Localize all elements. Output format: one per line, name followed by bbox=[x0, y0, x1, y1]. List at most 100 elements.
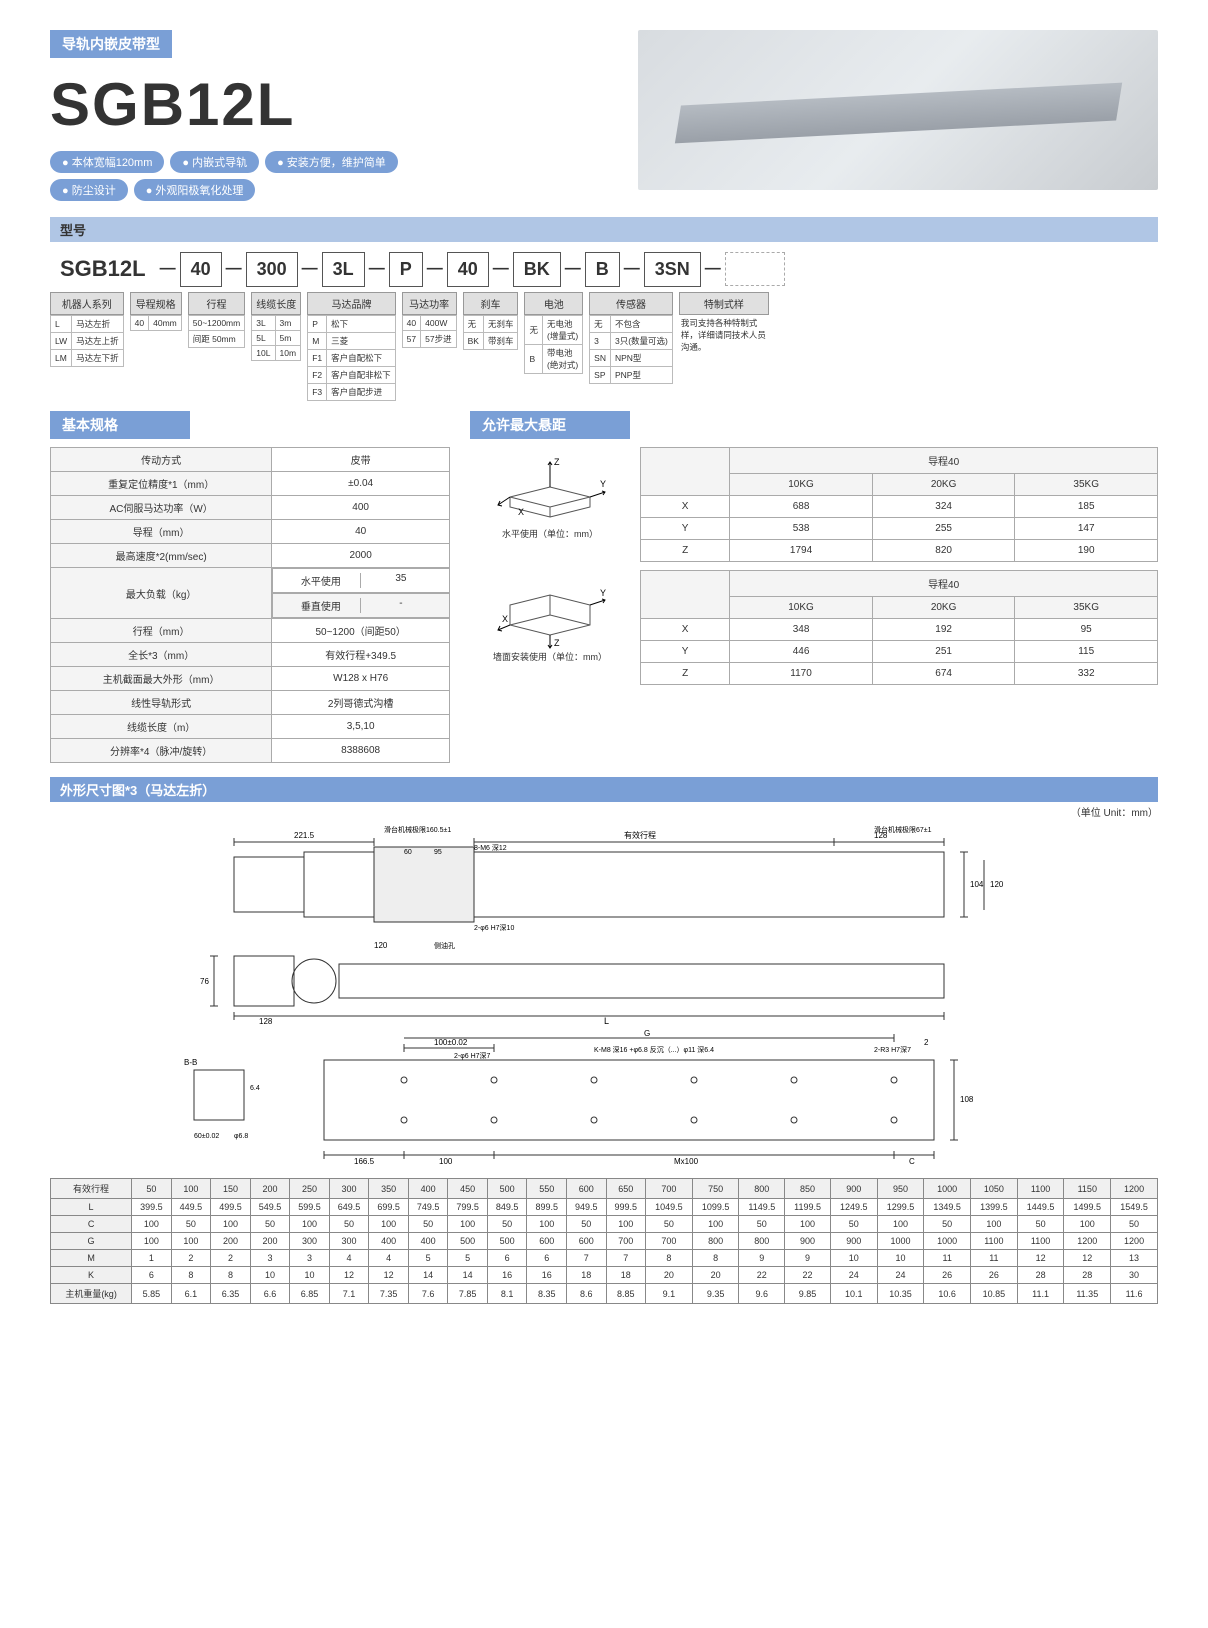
dim-cell: 3 bbox=[290, 1250, 330, 1267]
mini-table: 无无刹车 BK带刹车 bbox=[463, 315, 519, 350]
overhang-table-1: 导程40 10KG20KG35KG X688324185 Y538255147 … bbox=[640, 447, 1158, 562]
svg-text:60: 60 bbox=[404, 849, 412, 856]
dim-cell: 1000 bbox=[924, 1233, 971, 1250]
dim-hdr: 900 bbox=[830, 1179, 877, 1199]
col-hdr: 特制式样 bbox=[679, 292, 769, 315]
dim-hdr: 700 bbox=[646, 1179, 693, 1199]
section-overhang: 允许最大悬距 bbox=[470, 411, 630, 439]
custom-note: 我司支持各种特制式样，详细请同技术人员沟通。 bbox=[679, 315, 769, 355]
dim-cell: 6.1 bbox=[171, 1284, 211, 1304]
dim-cell: 11 bbox=[924, 1250, 971, 1267]
dim-cell: 10 bbox=[250, 1267, 290, 1284]
dim-cell: 9 bbox=[785, 1250, 831, 1267]
dim-cell: 599.5 bbox=[290, 1199, 330, 1216]
dim-cell: 100 bbox=[211, 1216, 251, 1233]
col-hdr: 刹车 bbox=[463, 292, 519, 315]
svg-text:95: 95 bbox=[434, 849, 442, 856]
dim-cell: 449.5 bbox=[171, 1199, 211, 1216]
dim-hdr: 750 bbox=[692, 1179, 739, 1199]
col-hdr: 马达品牌 bbox=[307, 292, 395, 315]
col-hdr: 传感器 bbox=[589, 292, 673, 315]
svg-text:Y: Y bbox=[600, 588, 606, 598]
spec-table: 传动方式皮带 重复定位精度*1（mm）±0.04 AC伺服马达功率（W）400 … bbox=[50, 447, 450, 763]
svg-text:8-M6 深12: 8-M6 深12 bbox=[474, 843, 507, 852]
dim-hdr: 850 bbox=[785, 1179, 831, 1199]
dim-cell: 10 bbox=[830, 1250, 877, 1267]
dim-hdr: 400 bbox=[408, 1179, 448, 1199]
col-cable: 线缆长度 3L3m 5L5m 10L10m bbox=[251, 292, 301, 361]
dim-cell: 50 bbox=[924, 1216, 971, 1233]
dim-cell: 50 bbox=[739, 1216, 785, 1233]
dim-cell: 800 bbox=[692, 1233, 739, 1250]
dim-hdr: 500 bbox=[487, 1179, 527, 1199]
dim-cell: 13 bbox=[1111, 1250, 1158, 1267]
pill: ● 内嵌式导轨 bbox=[170, 151, 259, 173]
dim-cell: 300 bbox=[329, 1233, 369, 1250]
mini-table: 40400W 5757步进 bbox=[402, 315, 457, 348]
dim-cell: 1399.5 bbox=[971, 1199, 1018, 1216]
dim-cell: 10.1 bbox=[830, 1284, 877, 1304]
dim-cell: 10 bbox=[290, 1267, 330, 1284]
svg-text:Mx100: Mx100 bbox=[674, 1157, 699, 1166]
dim-cell: 50 bbox=[1017, 1216, 1064, 1233]
dim-cell: G bbox=[51, 1233, 132, 1250]
dim-cell: 100 bbox=[369, 1216, 409, 1233]
dim-cell: 7.1 bbox=[329, 1284, 369, 1304]
dim-cell: 2 bbox=[211, 1250, 251, 1267]
dim-cell: 100 bbox=[877, 1216, 924, 1233]
dim-cell: 999.5 bbox=[606, 1199, 646, 1216]
dim-cell: 16 bbox=[487, 1267, 527, 1284]
axis-icon: Z Y X bbox=[490, 447, 610, 527]
dim-hdr: 650 bbox=[606, 1179, 646, 1199]
svg-text:φ6.8: φ6.8 bbox=[234, 1133, 248, 1140]
dim-cell: 24 bbox=[830, 1267, 877, 1284]
svg-text:B-B: B-B bbox=[184, 1058, 197, 1067]
dim-hdr: 100 bbox=[171, 1179, 211, 1199]
dim-cell: M bbox=[51, 1250, 132, 1267]
dim-cell: 8.1 bbox=[487, 1284, 527, 1304]
col-stroke: 行程 50~1200mm 间距 50mm bbox=[188, 292, 246, 348]
svg-text:2-R3 H7深7: 2-R3 H7深7 bbox=[874, 1045, 911, 1054]
col-hdr: 行程 bbox=[188, 292, 246, 315]
dim-cell: 4 bbox=[369, 1250, 409, 1267]
dim-cell: 1499.5 bbox=[1064, 1199, 1111, 1216]
dim-cell: 1549.5 bbox=[1111, 1199, 1158, 1216]
dim-cell: 1449.5 bbox=[1017, 1199, 1064, 1216]
dim-cell: 11 bbox=[971, 1250, 1018, 1267]
col-hdr: 机器人系列 bbox=[50, 292, 124, 315]
dim-cell: 699.5 bbox=[369, 1199, 409, 1216]
pill: ● 本体宽幅120mm bbox=[50, 151, 164, 173]
dim-cell: 9.35 bbox=[692, 1284, 739, 1304]
col-hdr: 马达功率 bbox=[402, 292, 457, 315]
dim-cell: 949.5 bbox=[566, 1199, 606, 1216]
dim-cell: 1000 bbox=[877, 1233, 924, 1250]
dim-cell: 28 bbox=[1064, 1267, 1111, 1284]
dim-cell: 100 bbox=[785, 1216, 831, 1233]
dim-cell: 28 bbox=[1017, 1267, 1064, 1284]
col-custom: 特制式样 我司支持各种特制式样，详细请同技术人员沟通。 bbox=[679, 292, 769, 355]
svg-text:100: 100 bbox=[439, 1157, 453, 1166]
dim-cell: 200 bbox=[250, 1233, 290, 1250]
svg-text:60±0.02: 60±0.02 bbox=[194, 1133, 219, 1140]
svg-text:G: G bbox=[644, 1030, 650, 1038]
dim-cell: 12 bbox=[1017, 1250, 1064, 1267]
model-box-custom bbox=[725, 252, 785, 286]
dim-cell: 500 bbox=[487, 1233, 527, 1250]
feature-pills-2: ● 防尘设计 ● 外观阳极氧化处理 bbox=[50, 179, 618, 201]
model-box: B bbox=[585, 252, 620, 287]
dim-cell: 22 bbox=[739, 1267, 785, 1284]
dim-cell: 22 bbox=[785, 1267, 831, 1284]
page: 导轨内嵌皮带型 SGB12L ● 本体宽幅120mm ● 内嵌式导轨 ● 安装方… bbox=[0, 0, 1208, 1344]
dim-cell: 100 bbox=[606, 1216, 646, 1233]
svg-text:166.5: 166.5 bbox=[354, 1157, 375, 1166]
dim-cell: 30 bbox=[1111, 1267, 1158, 1284]
diagram-label: 水平使用（单位：mm） bbox=[470, 527, 630, 540]
dim-hdr: 450 bbox=[448, 1179, 488, 1199]
dim-cell: 600 bbox=[527, 1233, 567, 1250]
svg-text:C: C bbox=[909, 1157, 915, 1166]
dim-cell: 9.85 bbox=[785, 1284, 831, 1304]
product-image bbox=[638, 30, 1158, 190]
dim-cell: 50 bbox=[250, 1216, 290, 1233]
dim-cell: 300 bbox=[290, 1233, 330, 1250]
col-robot: 机器人系列 L马达左折 LW马达左上折 LM马达左下折 bbox=[50, 292, 124, 367]
